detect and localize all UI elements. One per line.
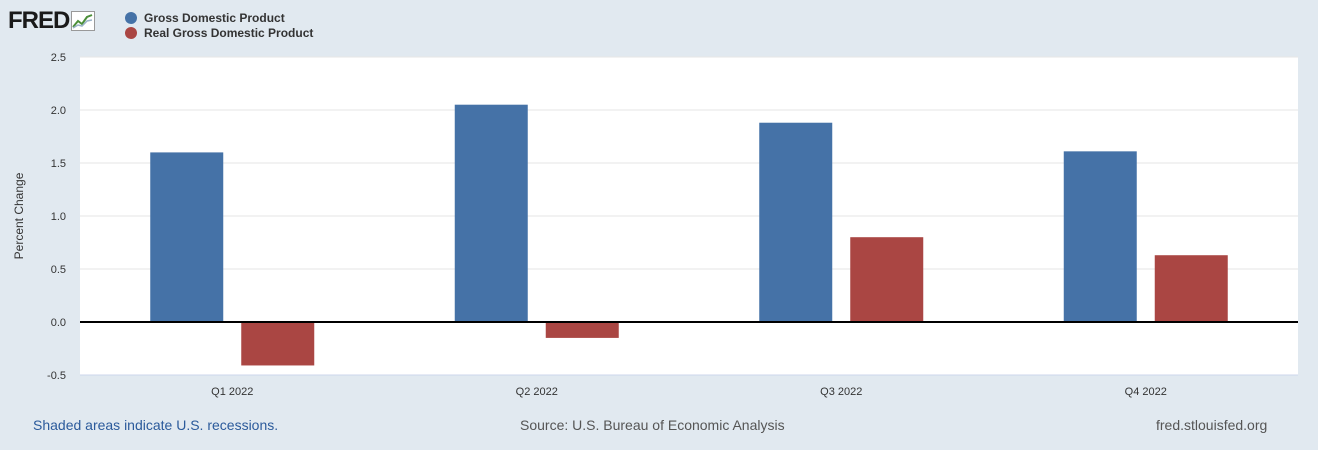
bar-gdp[interactable] xyxy=(454,104,528,322)
x-tick-label: Q4 2022 xyxy=(1125,386,1167,398)
legend-marker-real-gdp xyxy=(125,27,137,39)
y-tick-label: 0.0 xyxy=(51,317,66,329)
bar-real-gdp[interactable] xyxy=(545,322,619,338)
bar-gdp[interactable] xyxy=(150,152,224,322)
bars xyxy=(150,104,1228,366)
y-tick-label: 0.5 xyxy=(51,264,66,276)
legend-item-gdp[interactable]: Gross Domestic Product xyxy=(125,11,313,25)
bar-chart: 2.5 2.0 1.5 1.0 0.5 0.0 -0.5 Q1 2022 Q2 2022 Q3 2… xyxy=(12,52,1298,398)
fred-logo[interactable]: FRED xyxy=(8,7,96,34)
x-tick-label: Q1 2022 xyxy=(211,386,253,398)
y-axis-label: Percent Change xyxy=(12,172,26,259)
y-tick-label: 1.5 xyxy=(51,158,66,170)
fred-logo-text: FRED xyxy=(8,7,70,34)
site-link[interactable]: fred.stlouisfed.org xyxy=(1156,417,1268,433)
y-tick-label: 2.5 xyxy=(51,52,66,64)
legend-label-real-gdp: Real Gross Domestic Product xyxy=(144,26,314,40)
bar-real-gdp[interactable] xyxy=(241,322,315,366)
legend-marker-gdp xyxy=(125,12,137,24)
axes: 2.5 2.0 1.5 1.0 0.5 0.0 -0.5 Q1 2022 Q2 2022 Q3 2… xyxy=(47,52,1298,398)
recession-note-link[interactable]: Shaded areas indicate U.S. recessions. xyxy=(33,417,279,433)
legend-label-gdp: Gross Domestic Product xyxy=(144,11,285,25)
legend-item-real-gdp[interactable]: Real Gross Domestic Product xyxy=(125,26,313,40)
y-tick-label: -0.5 xyxy=(47,370,66,382)
y-tick-label: 2.0 xyxy=(51,105,66,117)
bar-real-gdp[interactable] xyxy=(850,237,924,322)
line-graph-icon xyxy=(71,11,96,31)
y-tick-label: 1.0 xyxy=(51,211,66,223)
source-text: Source: U.S. Bureau of Economic Analysis xyxy=(520,417,785,433)
bar-real-gdp[interactable] xyxy=(1154,255,1228,322)
chart-legend: Gross Domestic Product Real Gross Domest… xyxy=(125,11,313,41)
bar-gdp[interactable] xyxy=(1063,151,1137,322)
bar-gdp[interactable] xyxy=(759,122,833,322)
x-tick-label: Q3 2022 xyxy=(820,386,862,398)
x-tick-label: Q2 2022 xyxy=(516,386,558,398)
